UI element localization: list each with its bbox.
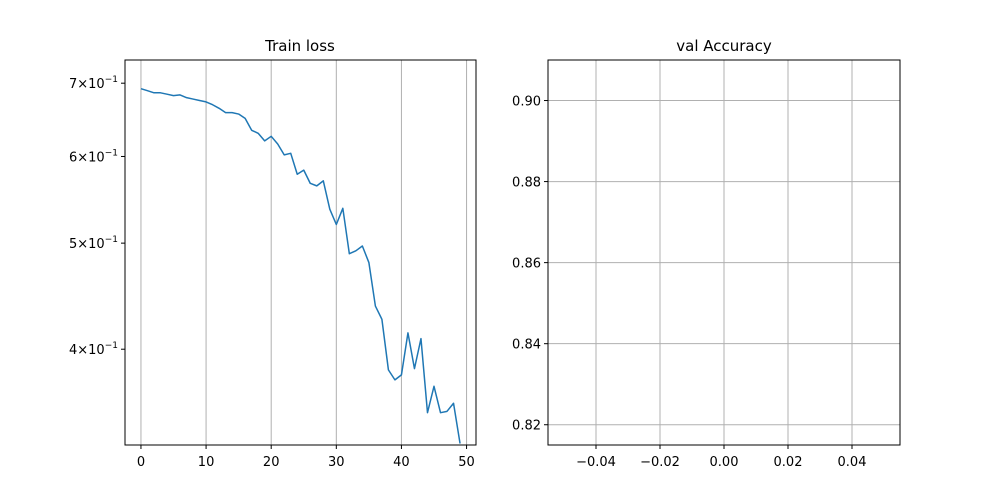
train-loss-y-tick-label: 5×10−1 — [69, 235, 118, 252]
train-loss-x-tick-label: 20 — [263, 455, 280, 470]
val-accuracy-title: val Accuracy — [676, 37, 772, 55]
train-loss-title: Train loss — [264, 37, 335, 55]
train-loss-x-tick-label: 40 — [393, 455, 410, 470]
val-accuracy-x-tick-label: −0.04 — [576, 455, 616, 470]
val-accuracy-ticks: −0.04 −0.02 0.00 0.02 0.04 0.82 0.84 0.86 0.88 0.… — [512, 95, 866, 470]
val-accuracy-chart: −0.04 −0.02 0.00 0.02 0.04 0.82 0.84 0.86 0.88 0.… — [512, 37, 901, 470]
train-loss-x-tick-label: 10 — [198, 455, 215, 470]
train-loss-plot-frame — [124, 59, 477, 446]
train-loss-y-tick-label: 7×10−1 — [69, 75, 118, 92]
val-accuracy-y-tick-label: 0.86 — [512, 257, 541, 272]
train-loss-x-tick-label: 50 — [458, 455, 475, 470]
train-loss-x-tick-label: 0 — [137, 455, 145, 470]
val-accuracy-grid — [548, 60, 900, 445]
val-accuracy-x-tick-label: 0.02 — [774, 455, 803, 470]
train-loss-ticks: 0 10 20 30 40 50 7×10−1 6×10−1 5×10−1 4×10−1 — [69, 75, 475, 470]
val-accuracy-y-tick-label: 0.82 — [512, 419, 541, 434]
val-accuracy-y-tick-label: 0.84 — [512, 338, 541, 353]
val-accuracy-x-tick-label: 0.04 — [838, 455, 867, 470]
train-loss-y-tick-label: 6×10−1 — [69, 148, 118, 165]
val-accuracy-y-tick-label: 0.90 — [512, 95, 541, 110]
train-loss-grid — [140, 60, 468, 445]
val-accuracy-x-tick-label: −0.02 — [640, 455, 680, 470]
train-loss-x-tick-label: 30 — [328, 455, 345, 470]
train-loss-chart: 0 10 20 30 40 50 7×10−1 6×10−1 5×10−1 4×10−1 Trai… — [69, 37, 477, 470]
train-loss-y-tick-label: 4×10−1 — [69, 341, 118, 358]
val-accuracy-x-tick-label: 0.00 — [710, 455, 739, 470]
val-accuracy-y-tick-label: 0.88 — [512, 176, 541, 191]
train-loss-line — [140, 87, 461, 444]
